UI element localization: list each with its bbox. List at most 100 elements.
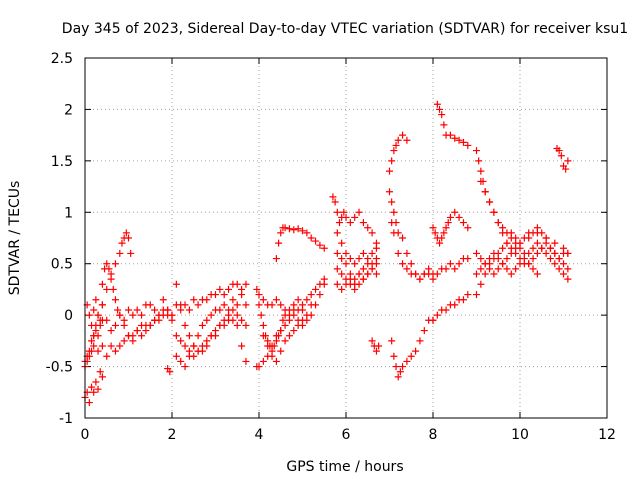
data-point [94,311,102,319]
data-point [90,332,98,340]
data-point [242,321,250,329]
data-point [520,249,528,257]
axis-ticks: 0 2 4 6 8 10 12 -1 -0.5 0 0.5 1 1.5 2 2.5 [46,51,616,443]
series-track-21 [333,260,380,293]
data-point [198,342,206,350]
data-point [299,227,306,235]
series-track-30 [473,147,572,263]
data-point [446,131,454,139]
data-point [340,208,348,216]
data-point [368,265,376,273]
data-point [103,352,111,360]
data-point [560,260,567,268]
data-point [455,260,463,268]
data-point [555,147,563,155]
series-track-07 [164,365,174,376]
data-point [98,342,106,350]
data-point [388,157,396,165]
data-point [533,229,541,237]
data-point [372,260,380,268]
data-point [116,342,124,350]
data-point [281,337,289,345]
data-point [372,270,380,278]
data-point [499,229,507,237]
data-point [416,275,424,283]
data-point [220,321,228,329]
x-tick-label: 6 [342,427,351,443]
data-point [127,249,135,257]
data-point [85,311,93,319]
data-point [181,301,189,309]
data-point [259,321,267,329]
data-point [238,342,246,350]
series-track-15 [272,224,328,263]
series-track-01 [81,296,176,365]
data-point [88,337,96,345]
data-point [264,342,272,350]
data-point [446,213,454,221]
data-point [111,260,119,268]
data-point [338,239,346,247]
data-point [333,229,341,237]
data-point [138,332,146,340]
data-point [403,357,411,365]
data-point [525,234,533,242]
data-point [172,280,180,288]
data-point [533,239,541,247]
data-point [316,291,324,299]
data-point [342,260,350,268]
data-point [312,301,320,309]
x-tick-label: 10 [511,427,529,443]
series-track-11 [172,311,250,360]
x-tick-label: 8 [429,427,438,443]
data-point [464,141,472,149]
data-point [351,285,359,293]
y-tick-label: -0.5 [46,360,73,376]
x-axis-label: GPS time / hours [286,459,403,475]
series-track-22 [368,337,383,355]
data-point [275,332,283,340]
data-point [455,213,463,221]
data-point [562,165,570,173]
data-point [207,311,215,319]
data-point [103,260,111,268]
series-track-24 [429,291,472,324]
data-point [392,363,400,371]
data-point [277,327,285,335]
data-point [436,105,444,113]
data-point [203,316,211,324]
data-point [238,291,246,299]
data-point [335,219,343,227]
data-point [281,321,289,329]
data-point [490,208,498,216]
data-point [333,208,341,216]
data-point [285,311,293,319]
data-point [303,296,311,304]
data-point [560,270,567,278]
data-point [88,321,96,329]
data-point [194,347,202,355]
data-point [490,255,498,263]
data-point [242,357,250,365]
data-point [216,285,224,293]
data-point [272,296,280,304]
data-point [338,270,346,278]
data-point [307,234,315,242]
data-point [257,311,265,319]
data-point [155,316,163,324]
series-track-29 [429,208,472,247]
data-point [281,224,289,232]
data-point [103,316,111,324]
data-point [172,301,180,309]
data-point [386,167,393,175]
data-point [98,280,106,288]
data-point [533,249,541,257]
data-point [494,249,502,257]
data-point [133,327,141,335]
data-point [233,301,241,309]
data-point [164,306,172,314]
data-point [542,234,550,242]
data-point [477,280,485,288]
data-point [442,265,450,273]
data-point [272,337,280,345]
